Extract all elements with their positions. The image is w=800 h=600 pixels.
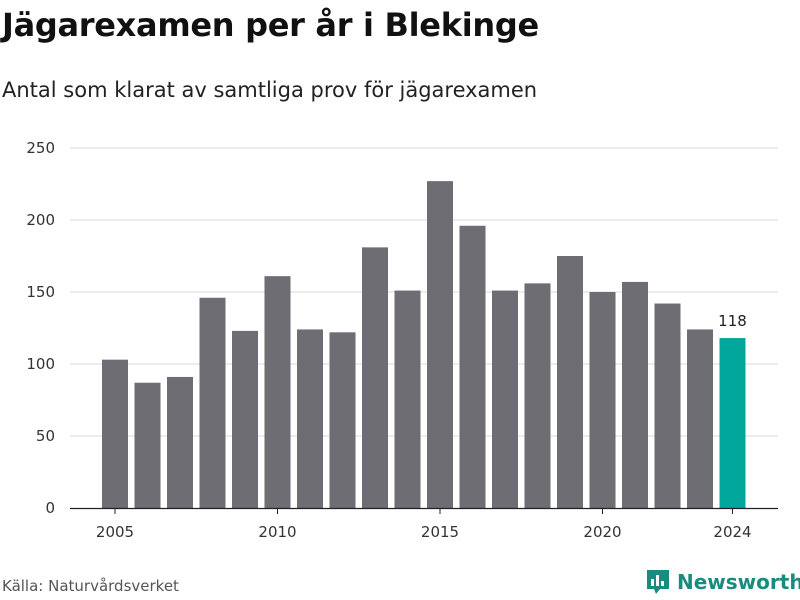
x-tick-label: 2005 [96,523,134,541]
brand-name: Newsworthy [677,570,800,594]
x-tick-label: 2024 [713,523,751,541]
y-tick-label: 200 [26,211,55,229]
bar-2012 [329,332,356,508]
y-tick-label: 50 [36,427,55,445]
data-label: 118 [718,312,747,330]
newsworthy-logo-icon [647,570,669,594]
bar-2014 [394,290,421,508]
chart-subtitle: Antal som klarat av samtliga prov för jä… [2,78,538,102]
bar-2017 [492,290,518,508]
y-tick-label: 100 [26,355,55,373]
x-tick-label: 2020 [583,523,621,541]
y-tick-label: 150 [26,283,55,301]
bars [102,181,746,509]
bar-2018 [524,283,551,508]
source-note: Källa: Naturvårdsverket [2,577,179,595]
x-tick-label: 2010 [258,523,296,541]
bar-2005 [102,359,128,508]
y-axis-ticks: 0 50 100 150 200 250 [26,139,55,517]
bar-2010 [264,276,291,508]
bar-2009 [232,330,258,508]
bar-2008 [199,297,226,508]
bar-2024 [719,338,746,508]
bar-2013 [362,247,388,509]
bar-2021 [622,281,648,508]
y-tick-label: 0 [45,499,55,517]
data-labels: 118 [718,312,747,330]
y-tick-label: 250 [26,139,55,157]
bar-2023 [687,329,713,508]
bar-2015 [427,181,453,508]
x-axis: 2005 2010 2015 2020 2024 [70,507,778,541]
brand-logo: Newsworthy [645,568,800,596]
bar-2022 [654,303,681,508]
bar-2006 [134,382,161,508]
bar-2016 [459,225,486,508]
bar-2020 [589,292,616,508]
bar-2011 [297,329,323,508]
chart-title: Jägarexamen per år i Blekinge [2,6,539,44]
x-tick-label: 2015 [421,523,459,541]
bar-2019 [557,256,583,508]
bar-2007 [167,376,193,508]
